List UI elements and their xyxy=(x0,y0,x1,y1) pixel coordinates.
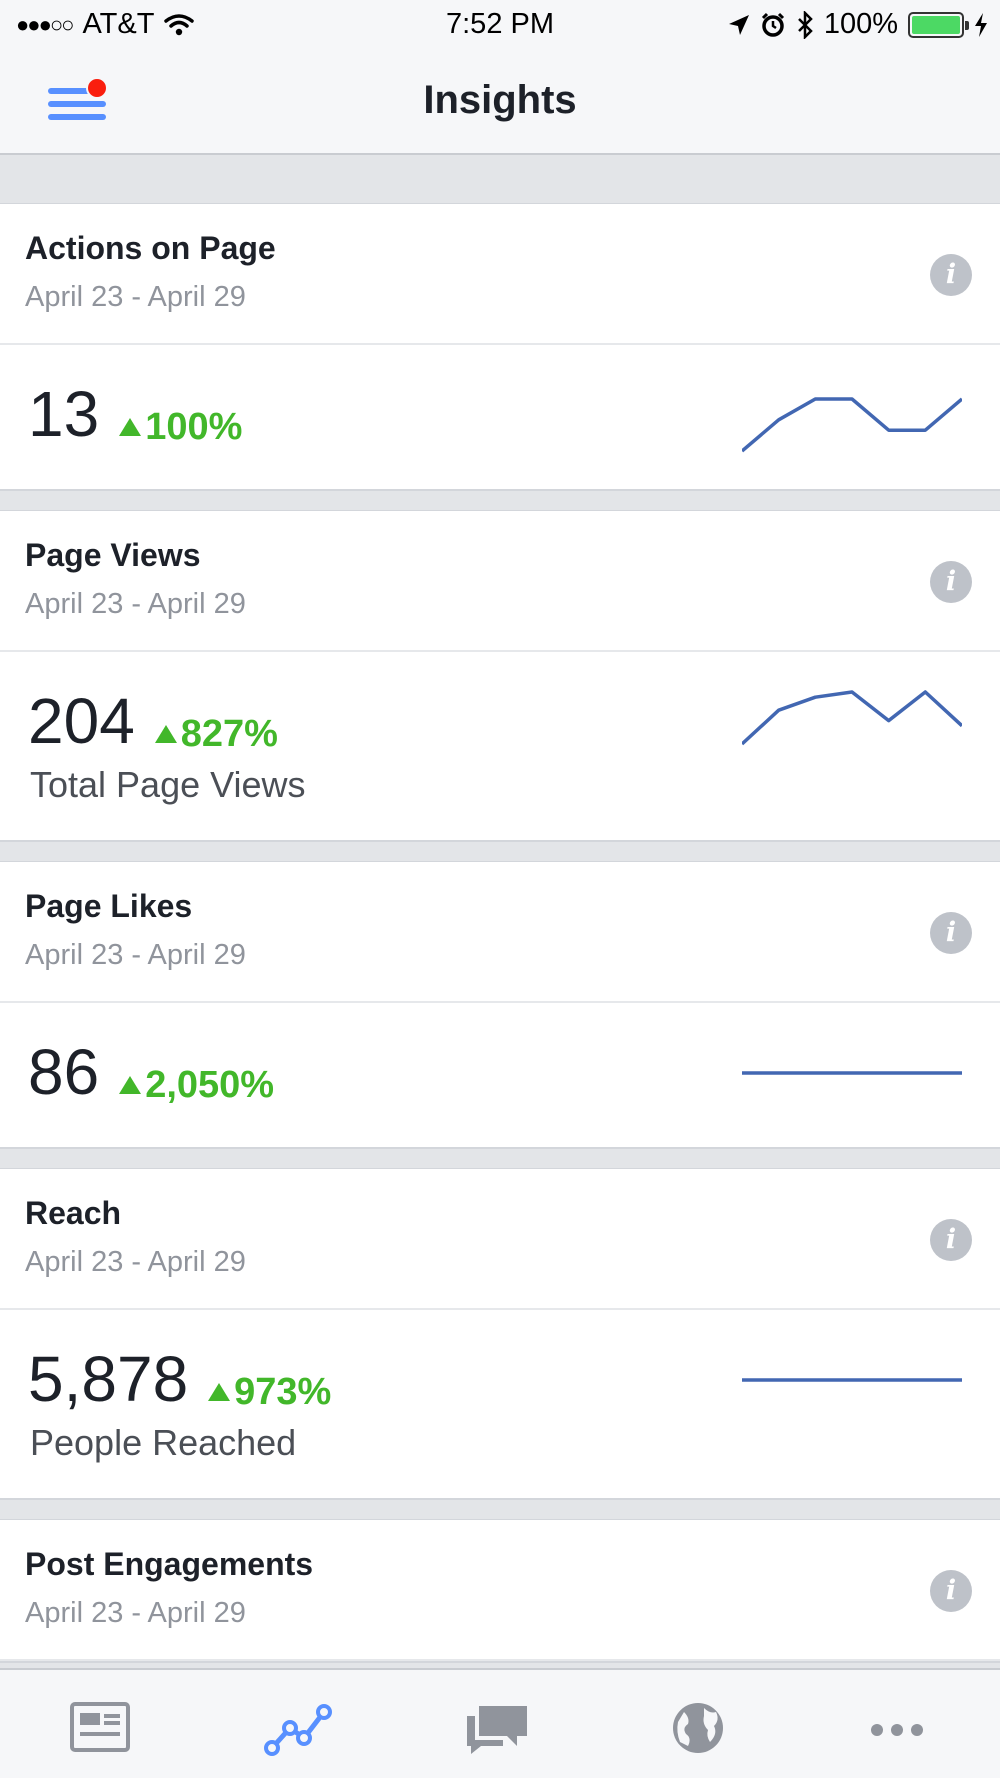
card-date-range: April 23 - April 29 xyxy=(25,281,246,313)
insights-icon xyxy=(264,1704,332,1756)
card-header: Page Likes April 23 - April 29 i xyxy=(0,862,1000,1003)
charging-bolt-icon xyxy=(975,12,987,37)
menu-button[interactable] xyxy=(48,77,108,126)
card-title: Reach xyxy=(25,1195,122,1231)
change-percent: 827% xyxy=(180,712,278,755)
bluetooth-icon xyxy=(797,10,813,39)
card-header: Actions on Page April 23 - April 29 i xyxy=(0,204,1000,345)
globe-icon xyxy=(673,1703,723,1753)
status-right: 100% xyxy=(728,8,988,41)
card-date-range: April 23 - April 29 xyxy=(25,1597,246,1629)
more-icon xyxy=(871,1724,923,1736)
insight-card-page-views[interactable]: Page Views April 23 - April 29 i 204 827… xyxy=(0,510,1000,842)
carrier-label: AT&T xyxy=(82,8,155,40)
card-date-range: April 23 - April 29 xyxy=(25,939,246,971)
change-indicator: 100% xyxy=(119,406,242,449)
card-date-range: April 23 - April 29 xyxy=(25,588,246,620)
card-header: Reach April 23 - April 29 i xyxy=(0,1169,1000,1310)
sparkline-line xyxy=(742,397,962,453)
sparkline-line xyxy=(742,690,962,746)
tab-insights[interactable] xyxy=(258,1698,338,1758)
tab-more[interactable] xyxy=(857,1698,937,1758)
change-indicator: 827% xyxy=(154,712,278,756)
metric-value: 13 xyxy=(28,378,100,450)
status-left: ●●●○○ AT&T xyxy=(16,8,195,41)
signal-strength-icon: ●●●○○ xyxy=(16,11,74,37)
insights-list: Actions on Page April 23 - April 29 i 13… xyxy=(0,203,1000,1682)
insight-card-reach[interactable]: Reach April 23 - April 29 i 5,878 973% P… xyxy=(0,1168,1000,1500)
card-title: Post Engagements xyxy=(25,1546,314,1582)
insight-card-page-likes[interactable]: Page Likes April 23 - April 29 i 86 2,05… xyxy=(0,861,1000,1149)
metric-row: 204 827% xyxy=(28,684,278,758)
metric-row: 86 2,050% xyxy=(28,1035,274,1109)
messages-icon xyxy=(467,1706,527,1754)
info-icon[interactable]: i xyxy=(930,254,972,296)
card-body: 13 100% xyxy=(0,345,1000,489)
metric-value: 5,878 xyxy=(28,1343,189,1415)
tab-bar xyxy=(0,1668,1000,1778)
info-icon[interactable]: i xyxy=(930,912,972,954)
battery-icon xyxy=(908,11,969,38)
tab-globe[interactable] xyxy=(658,1698,738,1758)
change-indicator: 973% xyxy=(208,1371,331,1414)
metric-subtitle: People Reached xyxy=(30,1422,297,1463)
news-feed-icon xyxy=(70,1702,130,1752)
card-header: Page Views April 23 - April 29 i xyxy=(0,511,1000,652)
hamburger-icon xyxy=(48,88,106,94)
change-percent: 2,050% xyxy=(145,1063,275,1106)
battery-fill xyxy=(912,15,960,34)
card-title: Page Likes xyxy=(25,888,193,924)
change-indicator: 2,050% xyxy=(119,1064,274,1107)
status-bar: ●●●○○ AT&T 7:52 PM 100% xyxy=(0,0,1000,50)
sparkline-chart xyxy=(742,690,962,746)
tab-messages[interactable] xyxy=(457,1698,537,1758)
insight-card-post-engagements[interactable]: Post Engagements April 23 - April 29 i xyxy=(0,1519,1000,1663)
up-arrow-icon xyxy=(154,725,177,743)
card-title: Page Views xyxy=(25,537,201,573)
sparkline-chart xyxy=(742,1378,962,1382)
info-icon[interactable]: i xyxy=(930,1570,972,1612)
change-percent: 100% xyxy=(145,405,243,448)
battery-percent: 100% xyxy=(823,8,898,40)
hamburger-line xyxy=(48,101,106,107)
location-arrow-icon xyxy=(728,14,749,35)
card-date-range: April 23 - April 29 xyxy=(25,1246,246,1278)
metric-value: 204 xyxy=(28,685,135,757)
status-time: 7:52 PM xyxy=(446,8,554,40)
card-body: 204 827% Total Page Views xyxy=(0,652,1000,840)
metric-value: 86 xyxy=(28,1036,100,1108)
card-title: Actions on Page xyxy=(25,230,276,266)
sparkline-chart xyxy=(742,1071,962,1075)
card-body: 5,878 973% People Reached xyxy=(0,1310,1000,1498)
hamburger-line xyxy=(48,114,106,120)
notification-dot xyxy=(86,77,108,99)
metric-subtitle: Total Page Views xyxy=(30,764,306,805)
navigation-bar: Insights xyxy=(0,50,1000,155)
sparkline-chart xyxy=(742,397,962,453)
card-body: 86 2,050% xyxy=(0,1003,1000,1147)
up-arrow-icon xyxy=(119,418,142,436)
battery-cap xyxy=(965,20,969,30)
up-arrow-icon xyxy=(208,1383,231,1401)
insight-card-actions-on-page[interactable]: Actions on Page April 23 - April 29 i 13… xyxy=(0,203,1000,491)
info-icon[interactable]: i xyxy=(930,561,972,603)
alarm-clock-icon xyxy=(761,12,784,37)
card-header: Post Engagements April 23 - April 29 i xyxy=(0,1520,1000,1661)
change-percent: 973% xyxy=(234,1370,332,1413)
up-arrow-icon xyxy=(119,1076,142,1094)
metric-row: 13 100% xyxy=(28,377,242,451)
info-icon[interactable]: i xyxy=(930,1219,972,1261)
metric-row: 5,878 973% xyxy=(28,1342,331,1416)
page-title: Insights xyxy=(423,78,577,122)
wifi-icon xyxy=(164,13,195,35)
tab-news-feed[interactable] xyxy=(60,1698,140,1758)
